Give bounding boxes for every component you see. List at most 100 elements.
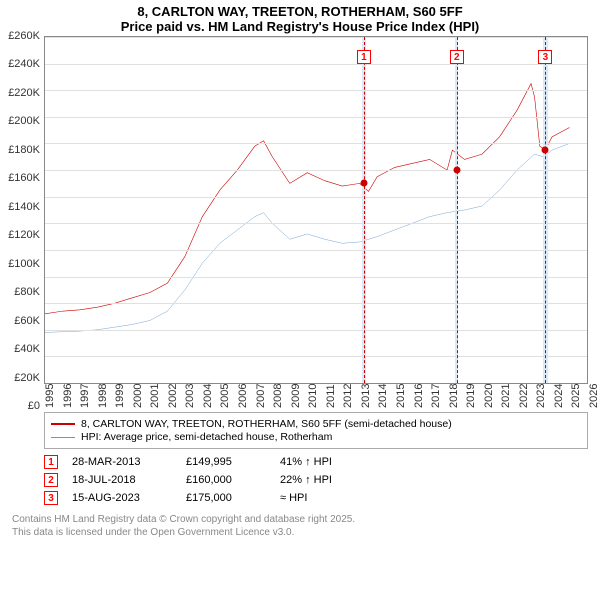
x-tick-label: 1999 (114, 384, 126, 408)
x-tick-label: 2006 (237, 384, 249, 408)
title-address: 8, CARLTON WAY, TREETON, ROTHERHAM, S60 … (0, 4, 600, 19)
y-tick-label: £100K (0, 258, 40, 270)
gridline (45, 330, 587, 331)
sales-delta: ≈ HPI (280, 492, 400, 504)
chart-lines (45, 37, 587, 383)
x-tick-label: 2000 (132, 384, 144, 408)
sales-row: 3 15-AUG-2023 £175,000 ≈ HPI (44, 489, 588, 507)
x-tick-label: 2009 (290, 384, 302, 408)
sales-date: 15-AUG-2023 (72, 492, 172, 504)
legend-row: 8, CARLTON WAY, TREETON, ROTHERHAM, S60 … (51, 418, 581, 430)
chart-container: 8, CARLTON WAY, TREETON, ROTHERHAM, S60 … (0, 0, 600, 590)
x-tick-label: 2018 (448, 384, 460, 408)
y-tick-label: £120K (0, 229, 40, 241)
sales-date: 18-JUL-2018 (72, 474, 172, 486)
chart-area: 123 £0£20K£40K£60K£80K£100K£120K£140K£16… (44, 36, 588, 406)
x-tick-label: 1996 (62, 384, 74, 408)
x-tick-label: 2005 (219, 384, 231, 408)
x-tick-label: 2012 (342, 384, 354, 408)
sale-vline (545, 37, 546, 383)
x-tick-label: 1997 (79, 384, 91, 408)
sale-dot (360, 180, 367, 187)
y-tick-label: £80K (0, 286, 40, 298)
x-tick-label: 2010 (307, 384, 319, 408)
x-tick-label: 2022 (518, 384, 530, 408)
x-tick-label: 2014 (377, 384, 389, 408)
x-tick-label: 2025 (570, 384, 582, 408)
legend-swatch (51, 437, 75, 438)
x-tick-label: 2003 (184, 384, 196, 408)
sale-dot (542, 147, 549, 154)
gridline (45, 37, 587, 38)
sales-marker: 3 (44, 491, 58, 505)
y-tick-label: £200K (0, 115, 40, 127)
x-tick-label: 2008 (272, 384, 284, 408)
y-tick-label: £0 (0, 400, 40, 412)
sales-price: £149,995 (186, 456, 266, 468)
gridline (45, 250, 587, 251)
plot-area: 1 2 3 (44, 36, 588, 384)
x-tick-label: 2016 (413, 384, 425, 408)
x-tick-label: 2011 (325, 384, 337, 408)
x-tick-label: 2002 (167, 384, 179, 408)
x-tick-label: 1995 (44, 384, 56, 408)
x-tick-label: 2023 (535, 384, 547, 408)
x-tick-label: 2004 (202, 384, 214, 408)
footer-line2: This data is licensed under the Open Gov… (12, 526, 588, 539)
x-tick-label: 2021 (500, 384, 512, 408)
sales-price: £175,000 (186, 492, 266, 504)
title-block: 8, CARLTON WAY, TREETON, ROTHERHAM, S60 … (0, 0, 600, 36)
y-tick-label: £140K (0, 201, 40, 213)
sale-marker-box: 3 (538, 50, 552, 64)
gridline (45, 277, 587, 278)
series-property (45, 84, 570, 314)
sales-marker: 2 (44, 473, 58, 487)
title-subtitle: Price paid vs. HM Land Registry's House … (0, 19, 600, 34)
legend-label: 8, CARLTON WAY, TREETON, ROTHERHAM, S60 … (81, 418, 452, 430)
gridline (45, 356, 587, 357)
x-tick-label: 2007 (255, 384, 267, 408)
y-tick-label: £240K (0, 58, 40, 70)
sales-table: 1 28-MAR-2013 £149,995 41% ↑ HPI 2 18-JUL-201… (44, 453, 588, 507)
y-tick-label: £20K (0, 372, 40, 384)
sale-marker-box: 2 (450, 50, 464, 64)
x-tick-label: 2013 (360, 384, 372, 408)
sales-delta: 41% ↑ HPI (280, 456, 400, 468)
x-tick-label: 2001 (149, 384, 161, 408)
footer-attribution: Contains HM Land Registry data © Crown c… (12, 513, 588, 539)
x-tick-label: 2020 (483, 384, 495, 408)
legend: 8, CARLTON WAY, TREETON, ROTHERHAM, S60 … (44, 412, 588, 449)
sales-date: 28-MAR-2013 (72, 456, 172, 468)
sales-row: 1 28-MAR-2013 £149,995 41% ↑ HPI (44, 453, 588, 471)
sales-row: 2 18-JUL-2018 £160,000 22% ↑ HPI (44, 471, 588, 489)
gridline (45, 143, 587, 144)
legend-swatch (51, 423, 75, 425)
legend-label: HPI: Average price, semi-detached house,… (81, 431, 332, 443)
sale-dot (453, 167, 460, 174)
legend-row: HPI: Average price, semi-detached house,… (51, 431, 581, 443)
gridline (45, 64, 587, 65)
y-tick-label: £260K (0, 30, 40, 42)
y-tick-label: £180K (0, 144, 40, 156)
gridline (45, 303, 587, 304)
y-tick-label: £160K (0, 172, 40, 184)
footer-line1: Contains HM Land Registry data © Crown c… (12, 513, 588, 526)
gridline (45, 117, 587, 118)
x-tick-label: 2017 (430, 384, 442, 408)
sales-delta: 22% ↑ HPI (280, 474, 400, 486)
gridline (45, 223, 587, 224)
sale-marker-box: 1 (357, 50, 371, 64)
x-tick-label: 2026 (588, 384, 600, 408)
x-tick-label: 1998 (97, 384, 109, 408)
gridline (45, 90, 587, 91)
y-tick-label: £60K (0, 315, 40, 327)
gridline (45, 170, 587, 171)
y-tick-label: £40K (0, 343, 40, 355)
sales-price: £160,000 (186, 474, 266, 486)
x-tick-label: 2015 (395, 384, 407, 408)
sales-marker: 1 (44, 455, 58, 469)
sale-vline (364, 37, 365, 383)
x-tick-label: 2019 (465, 384, 477, 408)
x-tick-label: 2024 (553, 384, 565, 408)
gridline (45, 197, 587, 198)
